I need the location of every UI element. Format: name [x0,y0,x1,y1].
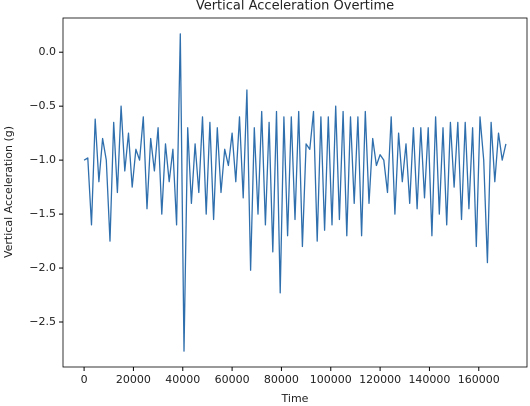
axes-frame [62,17,528,368]
y-tick-label: −1.5 [29,207,56,220]
y-tick-label: 0.0 [39,45,57,58]
x-tick-label: 40000 [165,373,200,386]
y-tick-label: −0.5 [29,99,56,112]
y-tick-label: −1.0 [29,153,56,166]
y-tick-label: −2.0 [29,261,56,274]
chart-title: Vertical Acceleration Overtime [196,0,394,14]
x-tick-label: 140000 [408,373,450,386]
x-tick-label: 0 [81,373,88,386]
data-line [83,33,507,352]
x-axis-label: Time [281,392,309,405]
x-tick-label: 80000 [264,373,299,386]
x-tick-label: 120000 [359,373,401,386]
x-tick-label: 60000 [215,373,250,386]
y-axis-label: Vertical Acceleration (g) [2,126,15,258]
y-tick-label: −2.5 [29,315,56,328]
x-tick-label: 20000 [116,373,151,386]
x-tick-label: 100000 [310,373,352,386]
x-tick-label: 160000 [458,373,500,386]
